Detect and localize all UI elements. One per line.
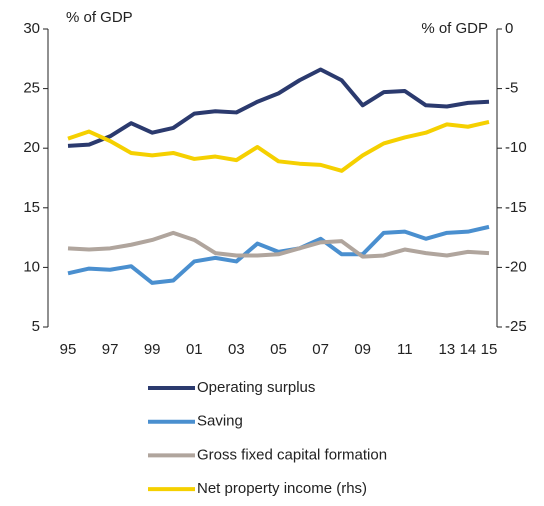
y-tick-label: 5	[32, 318, 40, 335]
y-tick-label: 10	[23, 258, 40, 275]
y2-axis-label: % of GDP	[421, 20, 488, 37]
y-tick-label: 20	[23, 139, 40, 156]
x-tick-label: 01	[186, 341, 203, 358]
legend-label: Net property income (rhs)	[197, 480, 367, 497]
x-tick-label: 97	[102, 341, 119, 358]
y2-tick-label: -20	[505, 258, 527, 275]
legend-label: Gross fixed capital formation	[197, 446, 387, 463]
y2-tick-label: -15	[505, 199, 527, 216]
y2-tick-label: -5	[505, 80, 518, 97]
y-tick-label: 25	[23, 80, 40, 97]
x-tick-label: 15	[481, 341, 498, 358]
x-tick-label: 07	[312, 341, 329, 358]
series-line	[67, 230, 490, 259]
x-tick-label: 95	[60, 341, 77, 358]
y2-tick-label: -25	[505, 318, 527, 335]
y2-tick-label: 0	[505, 20, 513, 37]
x-tick-label: 05	[270, 341, 287, 358]
legend-label: Operating surplus	[197, 379, 315, 396]
x-tick-label: 03	[228, 341, 245, 358]
legend-label: Saving	[197, 413, 243, 430]
series-line	[67, 224, 490, 285]
x-tick-label: 11	[397, 341, 413, 358]
y2-tick-label: -10	[505, 139, 527, 156]
x-tick-label: 14	[460, 341, 477, 358]
series-line	[67, 120, 490, 173]
x-tick-label: 13	[439, 341, 456, 358]
y-tick-label: 30	[23, 20, 40, 37]
y-tick-label: 15	[23, 199, 40, 216]
series-line	[67, 67, 490, 148]
y-axis-label: % of GDP	[66, 9, 133, 26]
x-tick-label: 99	[144, 341, 161, 358]
x-tick-label: 09	[354, 341, 371, 358]
